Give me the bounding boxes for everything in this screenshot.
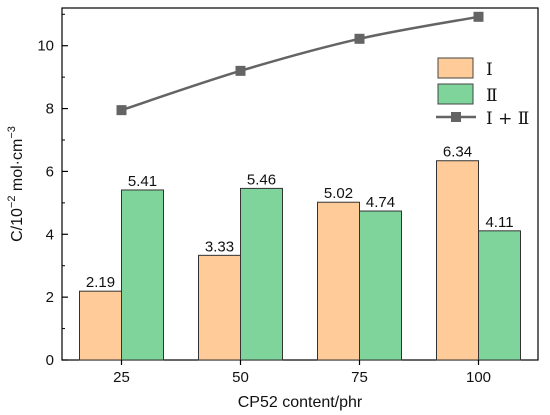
bar-series-2-75	[359, 210, 402, 361]
y-axis: 0 2 4 6 8 10	[37, 13, 68, 369]
data-label-series-1-25: 2.19	[86, 274, 115, 291]
line-marker-25	[116, 105, 127, 116]
line-marker-100	[473, 11, 484, 22]
bar-series-1-50	[198, 254, 241, 361]
y-axis-exponent-2: −3	[6, 126, 18, 139]
x-axis: 25 50 75 100	[113, 360, 491, 386]
x-axis-label: CP52 content/phr	[238, 394, 363, 411]
legend-label-series-2: Ⅱ	[486, 86, 498, 106]
plot-frame	[61, 7, 539, 361]
data-label-series-2-50: 5.46	[247, 171, 276, 188]
bar-series-1-75	[317, 201, 360, 361]
legend-label-series-1: Ⅰ	[486, 60, 493, 80]
legend-label-series-3: Ⅰ + Ⅱ	[486, 109, 529, 129]
x-tick-label: 50	[232, 369, 249, 386]
x-tick-label: 25	[113, 369, 130, 386]
data-label-series-2-100: 4.11	[485, 214, 513, 231]
y-tick-label: 2	[46, 289, 54, 306]
bars-layer	[79, 160, 521, 361]
line-marker-75	[354, 33, 365, 44]
data-label-series-2-25: 5.41	[128, 173, 157, 190]
x-tick-label: 100	[466, 369, 491, 386]
y-tick-label: 6	[46, 163, 54, 180]
bar-series-1-100	[436, 160, 479, 361]
data-label-series-2-75: 4.74	[366, 194, 395, 211]
y-tick-label: 10	[37, 38, 54, 55]
data-labels: 2.19 3.33 5.02 6.34 5.41 5.46 4.74 4.11	[86, 144, 514, 291]
bar-series-2-100	[478, 230, 521, 361]
legend: Ⅰ Ⅱ Ⅰ + Ⅱ	[436, 57, 529, 129]
bar-series-2-50	[240, 187, 283, 361]
legend-marker-series-3	[451, 112, 461, 122]
y-tick-label: 4	[46, 226, 54, 243]
line-layer	[116, 11, 484, 116]
line-marker-50	[235, 65, 246, 76]
bar-series-1-25	[79, 290, 122, 361]
legend-swatch-series-1	[437, 57, 474, 79]
y-tick-label: 8	[46, 101, 54, 118]
data-label-series-1-75: 5.02	[324, 185, 353, 202]
legend-swatch-series-2	[437, 83, 474, 105]
data-label-series-1-100: 6.34	[443, 144, 472, 161]
bar-series-2-25	[121, 189, 164, 361]
y-axis-exponent: −2	[6, 196, 18, 209]
y-tick-label: 0	[46, 352, 54, 369]
line-series-3	[121, 15, 479, 112]
x-tick-label: 75	[351, 369, 368, 386]
data-label-series-1-50: 3.33	[205, 238, 234, 255]
y-axis-label: C/10−2 mol·cm−3	[6, 126, 26, 242]
